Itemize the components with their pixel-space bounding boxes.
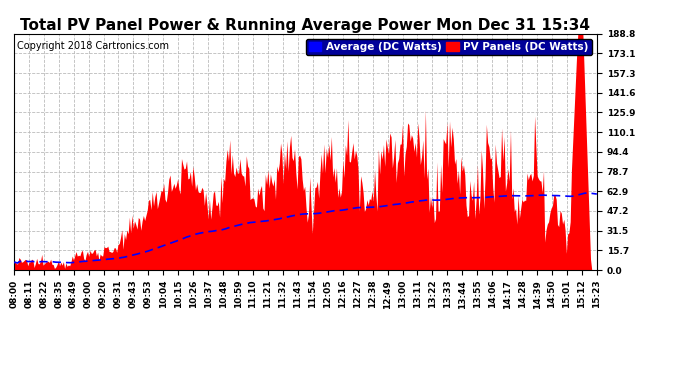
Title: Total PV Panel Power & Running Average Power Mon Dec 31 15:34: Total PV Panel Power & Running Average P… <box>20 18 591 33</box>
Text: Copyright 2018 Cartronics.com: Copyright 2018 Cartronics.com <box>17 41 169 51</box>
Legend: Average (DC Watts), PV Panels (DC Watts): Average (DC Watts), PV Panels (DC Watts) <box>306 39 591 55</box>
